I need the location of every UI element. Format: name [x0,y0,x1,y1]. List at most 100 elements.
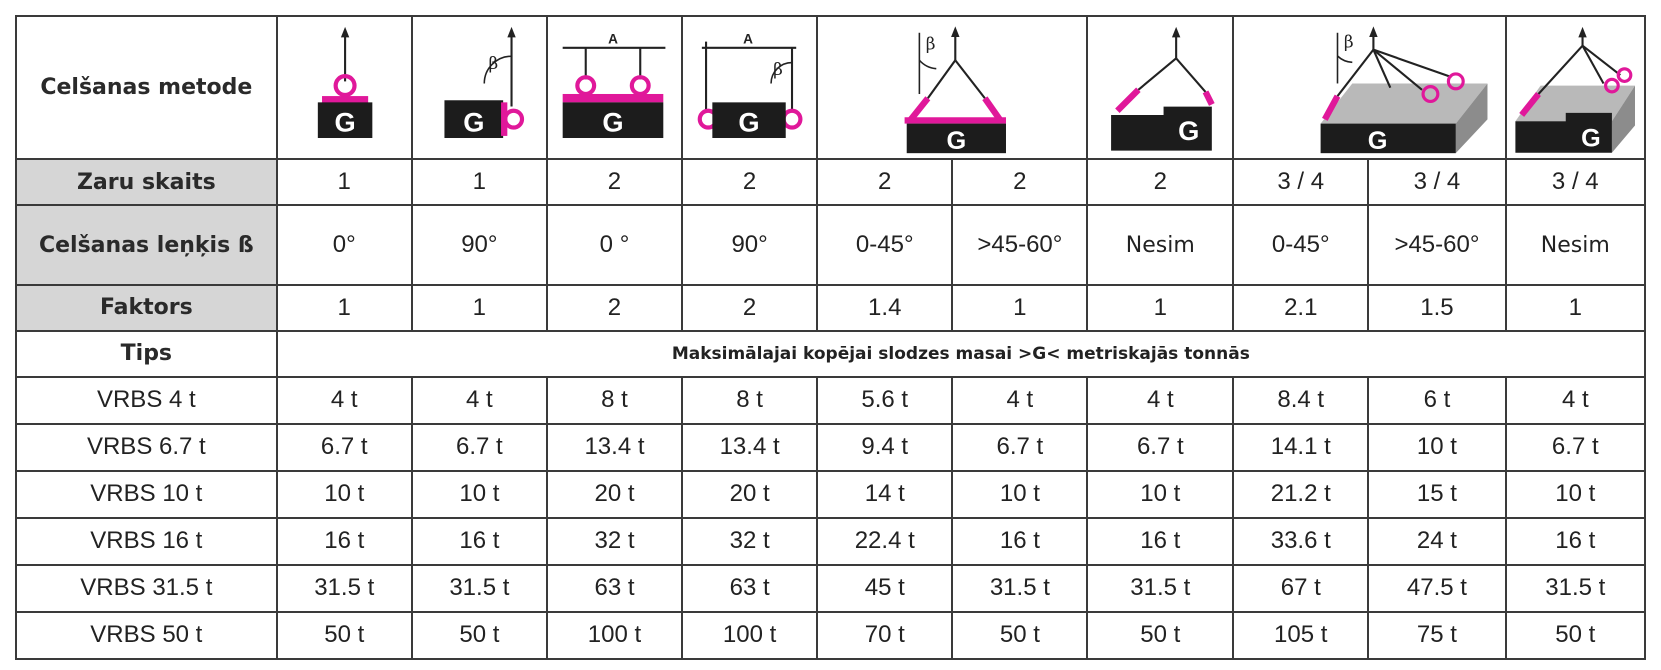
method-two-side-beam-icon: A β G [681,14,819,161]
method-two-vertical-beam-icon: A G [545,14,684,161]
capacity-cell: 31.5 t [275,563,413,613]
method-row: Celšanas metode G β G [15,14,1647,161]
model-name: VRBS 4 t [15,375,278,425]
legs-cell: 3 / 4 [1232,158,1370,207]
capacity-cell: 14 t [816,469,954,519]
capacity-cell: 70 t [816,610,954,661]
capacity-cell: 100 t [545,610,684,661]
legs-label: Zaru skaits [15,158,278,207]
factors-cell: 1 [410,283,548,332]
angles-cell: 90° [410,204,548,286]
capacity-cell: 13.4 t [545,422,684,472]
factors-cell: 1 [951,283,1089,332]
capacity-cell: 14.1 t [1232,422,1370,472]
factors-cell: 1 [1504,283,1647,332]
g-letter: G [1368,127,1388,155]
angles-cell: 0 ° [545,204,684,286]
capacity-cell: 5.6 t [816,375,954,425]
method-single-side-icon: β G [410,14,548,161]
capacity-cell: 20 t [681,469,819,519]
beam-letter: A [743,32,753,47]
capacity-cell: 16 t [275,516,413,566]
legs-cell: 2 [681,158,819,207]
capacity-cell: 15 t [1367,469,1507,519]
capacity-cell: 10 t [275,469,413,519]
capacity-cell: 6.7 t [410,422,548,472]
model-name: VRBS 6.7 t [15,422,278,472]
model-name: VRBS 31.5 t [15,563,278,613]
capacity-cell: 31.5 t [410,563,548,613]
method-two-leg-angled-icon: β G [816,14,1089,161]
capacity-cell: 47.5 t [1367,563,1507,613]
capacity-cell: 4 t [951,375,1089,425]
table-row: VRBS 31.5 t 31.5 t 31.5 t 63 t 63 t 45 t 31.5 … [15,563,1647,613]
capacity-cell: 8 t [681,375,819,425]
capacity-cell: 16 t [951,516,1089,566]
capacity-cell: 105 t [1232,610,1370,661]
beta-symbol: β [1344,32,1354,52]
beam-letter: A [608,32,618,47]
capacity-cell: 67 t [1232,563,1370,613]
legs-cell: 1 [410,158,548,207]
legs-cell: 2 [951,158,1089,207]
capacity-cell: 4 t [410,375,548,425]
beta-symbol: β [488,53,498,73]
legs-cell: 2 [816,158,954,207]
beta-symbol: β [773,59,783,79]
g-letter: G [1581,124,1601,152]
capacity-cell: 16 t [1504,516,1647,566]
legs-cell: 3 / 4 [1504,158,1647,207]
model-name: VRBS 16 t [15,516,278,566]
capacity-cell: 32 t [681,516,819,566]
capacity-cell: 10 t [1504,469,1647,519]
angles-cell: >45-60° [951,204,1089,286]
factor-row: Faktors 1 1 2 2 1.4 1 1 2.1 1.5 1 [15,283,1647,332]
angles-cell: Nesim [1086,204,1235,286]
capacity-cell: 33.6 t [1232,516,1370,566]
g-letter: G [334,107,355,138]
g-letter: G [463,107,484,138]
capacity-cell: 31.5 t [1504,563,1647,613]
method-single-vertical-icon: G [275,14,413,161]
capacity-cell: 75 t [1367,610,1507,661]
capacity-cell: 50 t [951,610,1089,661]
g-letter: G [738,107,759,138]
angles-cell: 0-45° [816,204,954,286]
capacity-cell: 50 t [410,610,548,661]
capacity-cell: 6.7 t [1086,422,1235,472]
capacity-cell: 8 t [545,375,684,425]
capacity-note: Maksimālajai kopējai slodzes masai >G< m… [275,329,1647,378]
capacity-cell: 4 t [1504,375,1647,425]
beta-symbol: β [926,34,936,54]
model-name: VRBS 10 t [15,469,278,519]
factors-cell: 1 [275,283,413,332]
capacity-cell: 45 t [816,563,954,613]
factor-label: Faktors [15,283,278,332]
type-row: Tips Maksimālajai kopējai slodzes masai … [15,329,1647,378]
capacity-cell: 6.7 t [275,422,413,472]
capacity-cell: 32 t [545,516,684,566]
method-two-leg-uneven-icon: G [1086,14,1235,161]
capacity-cell: 10 t [1367,422,1507,472]
legs-cell: 3 / 4 [1367,158,1507,207]
g-letter: G [1179,115,1200,146]
capacity-cell: 10 t [951,469,1089,519]
factors-cell: 2.1 [1232,283,1370,332]
factors-cell: 1.5 [1367,283,1507,332]
table-row: VRBS 6.7 t 6.7 t 6.7 t 13.4 t 13.4 t 9.4 t 6.7… [15,422,1647,472]
method-label: Celšanas metode [15,14,278,161]
model-name: VRBS 50 t [15,610,278,661]
angles-cell: 0° [275,204,413,286]
capacity-cell: 22.4 t [816,516,954,566]
capacity-cell: 6.7 t [1504,422,1647,472]
angles-cell: 90° [681,204,819,286]
capacity-cell: 16 t [410,516,548,566]
angles-cell: 0-45° [1232,204,1370,286]
factors-cell: 2 [681,283,819,332]
capacity-cell: 20 t [545,469,684,519]
load-capacity-table: Celšanas metode G β G [15,14,1647,661]
